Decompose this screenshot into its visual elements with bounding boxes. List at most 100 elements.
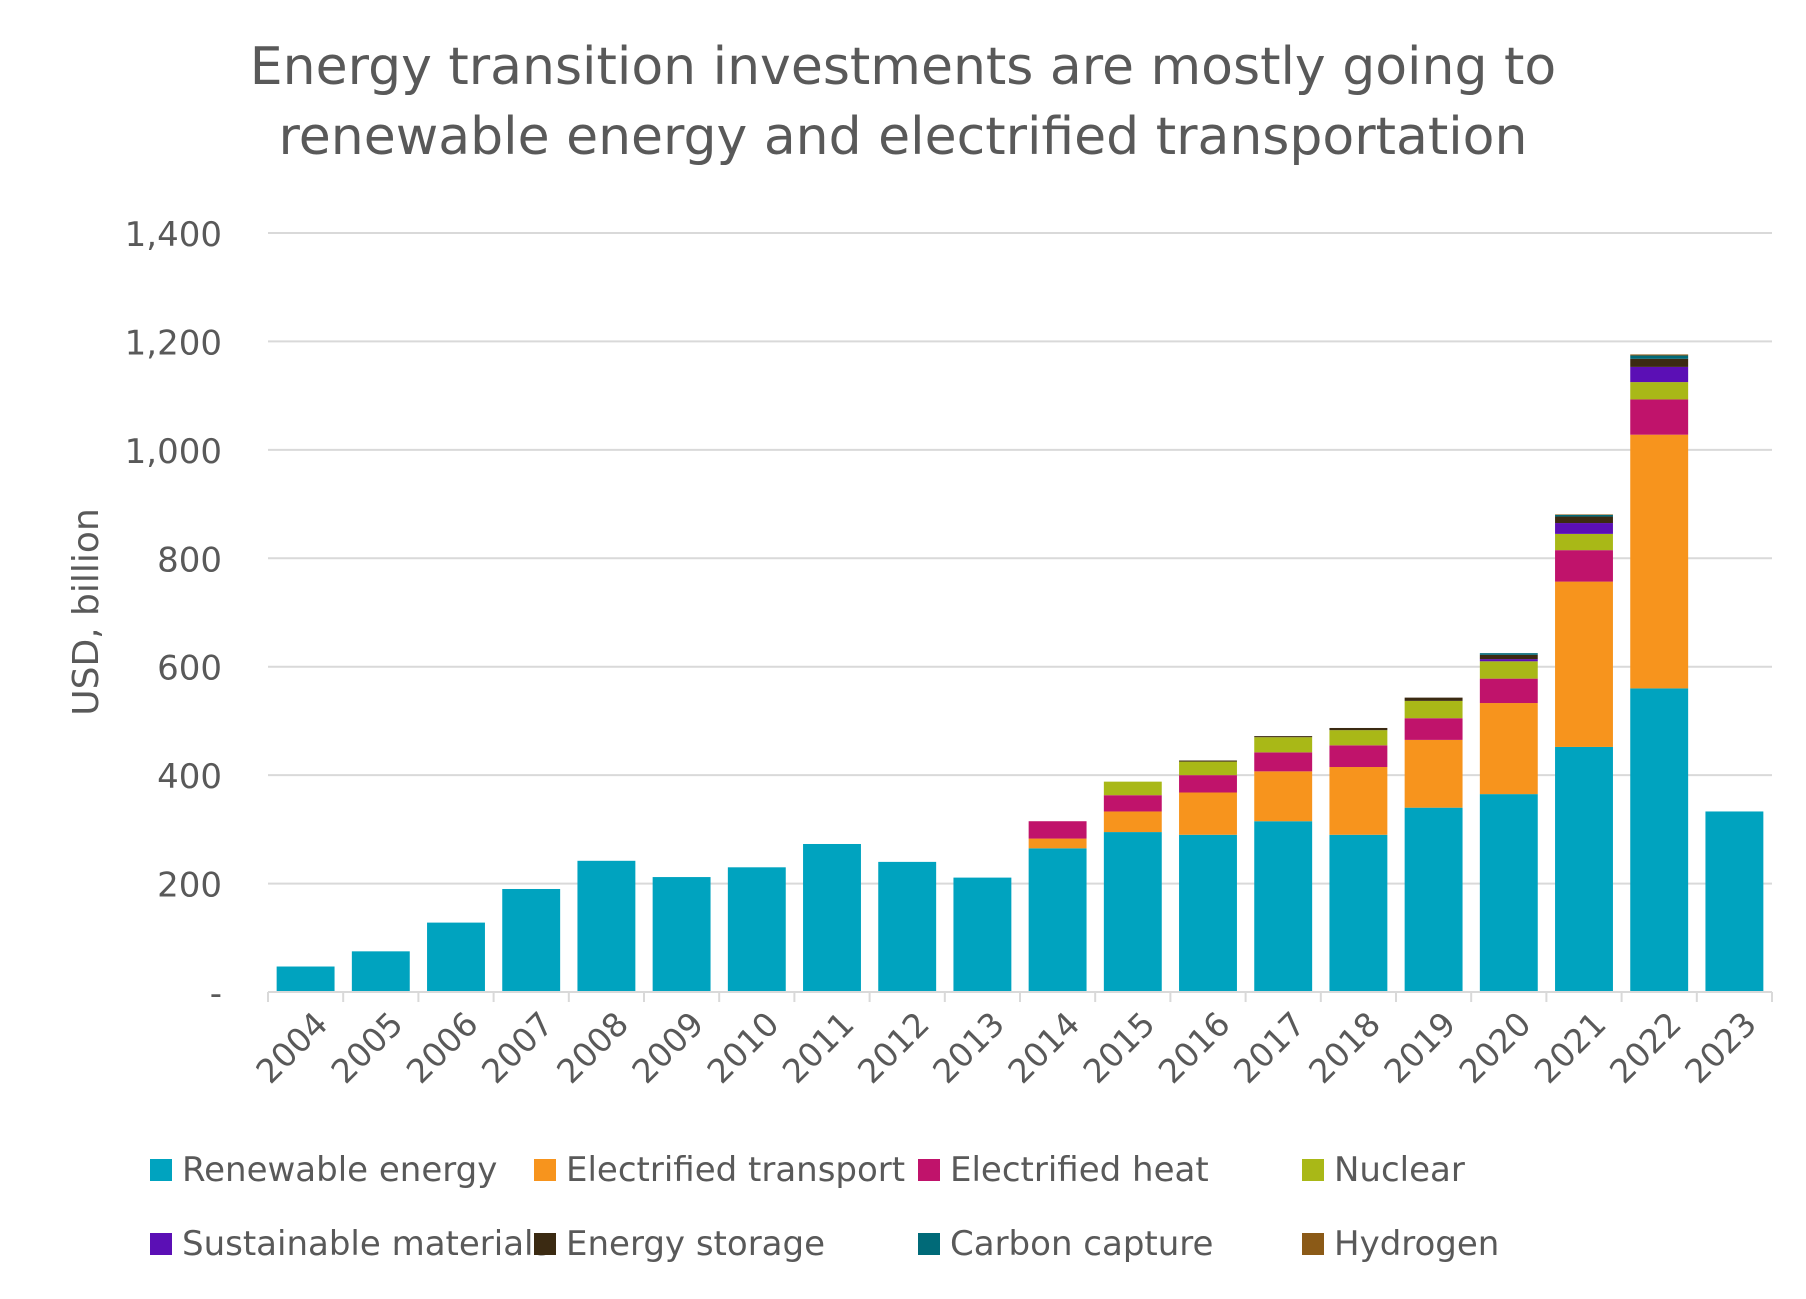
y-tick-label: 1,000 xyxy=(125,432,222,472)
x-tick-label: 2007 xyxy=(474,1004,561,1091)
bar-segment xyxy=(351,951,410,992)
bar-segment xyxy=(1179,834,1237,992)
bar-segment xyxy=(1555,746,1613,992)
y-tick-label: 800 xyxy=(157,540,222,580)
bar-segment xyxy=(1103,832,1162,992)
x-tick-label: 2011 xyxy=(775,1004,862,1091)
x-tick-label: 2010 xyxy=(699,1004,786,1091)
legend-label: Nuclear xyxy=(1334,1150,1465,1190)
x-tick-label: 2019 xyxy=(1376,1004,1463,1091)
bar-segment xyxy=(1479,794,1538,992)
legend-label: Carbon capture xyxy=(950,1224,1214,1264)
bar-segment xyxy=(1028,838,1087,849)
bar-segment xyxy=(1254,771,1313,822)
bar-segment xyxy=(1479,678,1538,704)
bar-segment xyxy=(1630,358,1689,367)
bars xyxy=(276,354,1764,992)
bar-segment xyxy=(1404,739,1463,808)
x-tick-label: 2021 xyxy=(1527,1004,1614,1091)
legend-swatch xyxy=(534,1233,556,1255)
legend-label: Hydrogen xyxy=(1334,1224,1500,1264)
bar-segment xyxy=(1555,533,1613,551)
legend-label: Electrified heat xyxy=(950,1150,1209,1190)
bar-segment xyxy=(1179,792,1237,835)
bar-segment xyxy=(1479,703,1538,795)
bar-segment xyxy=(1179,761,1237,776)
legend-item: Nuclear xyxy=(1302,1150,1465,1190)
bar-segment xyxy=(652,877,711,992)
legend-item: Renewable energy xyxy=(150,1150,497,1190)
bar-segment xyxy=(1630,354,1689,356)
bar-segment xyxy=(1630,366,1689,383)
legend-item: Hydrogen xyxy=(1302,1224,1499,1264)
legend-item: Electrified heat xyxy=(918,1150,1209,1190)
y-axis-label: USD, billion xyxy=(66,508,107,716)
bar-segment xyxy=(1254,752,1313,772)
bar-segment xyxy=(1630,399,1689,435)
legend-swatch xyxy=(1302,1159,1324,1181)
bar-segment xyxy=(727,867,786,992)
legend-swatch xyxy=(1302,1233,1324,1255)
bar-segment xyxy=(1179,760,1237,762)
legend-item: Sustainable materials xyxy=(150,1224,551,1264)
bar-segment xyxy=(1479,653,1538,655)
bar-segment xyxy=(1103,811,1162,833)
bar-segment xyxy=(1329,727,1388,731)
bar-segment xyxy=(1555,514,1613,517)
x-tick-label: 2017 xyxy=(1226,1004,1313,1091)
y-tick-label: 400 xyxy=(157,757,222,797)
bar-segment xyxy=(1103,795,1162,812)
y-tick-label: - xyxy=(210,974,222,1014)
x-tick-label: 2020 xyxy=(1451,1004,1538,1091)
y-tick-label: 600 xyxy=(157,649,222,689)
bar-segment xyxy=(1329,730,1388,746)
bar-segment xyxy=(1479,659,1538,662)
x-tick-labels: 2004200520062007200820092010201120122013… xyxy=(248,1004,1764,1091)
legend-label: Sustainable materials xyxy=(182,1224,552,1264)
bar-segment xyxy=(1254,736,1313,738)
x-tick-label: 2005 xyxy=(323,1004,410,1091)
bar-segment xyxy=(1555,581,1613,747)
bar-segment xyxy=(1630,688,1689,992)
bar-segment xyxy=(1479,654,1538,660)
bar-segment xyxy=(1555,516,1613,524)
bar-segment xyxy=(953,877,1012,992)
bar-segment xyxy=(1028,848,1087,992)
bar-segment xyxy=(1404,807,1463,992)
y-tick-label: 200 xyxy=(157,866,222,906)
bar-segment xyxy=(1329,834,1388,992)
chart-title-line-1: Energy transition investments are mostly… xyxy=(249,37,1557,97)
bar-segment xyxy=(803,843,861,992)
x-tick-label: 2023 xyxy=(1677,1004,1764,1091)
bar-segment xyxy=(1404,697,1463,701)
gridlines xyxy=(268,232,1772,885)
x-tick-label: 2008 xyxy=(549,1004,636,1091)
bar-segment xyxy=(1555,514,1613,515)
legend-swatch xyxy=(150,1159,172,1181)
bar-segment xyxy=(1479,661,1538,679)
legend-swatch xyxy=(918,1159,940,1181)
chart-title: Energy transition investments are mostly… xyxy=(0,32,1806,172)
x-tick-label: 2016 xyxy=(1151,1004,1238,1091)
legend-label: Energy storage xyxy=(566,1224,826,1264)
bar-segment xyxy=(1555,550,1613,582)
legend-item: Carbon capture xyxy=(918,1224,1213,1264)
legend-item: Energy storage xyxy=(534,1224,825,1264)
bar-segment xyxy=(878,861,937,992)
y-tick-label: 1,200 xyxy=(125,323,222,363)
bar-segment xyxy=(1103,781,1162,796)
x-tick-label: 2012 xyxy=(850,1004,937,1091)
legend-label: Electrified transport xyxy=(566,1150,906,1190)
x-tick-label: 2014 xyxy=(1000,1004,1087,1091)
legend-swatch xyxy=(918,1233,940,1255)
x-tick-label: 2006 xyxy=(399,1004,486,1091)
bar-segment xyxy=(1404,718,1463,740)
legend-label: Renewable energy xyxy=(182,1150,498,1190)
bar-segment xyxy=(1179,775,1237,793)
x-tick-label: 2009 xyxy=(624,1004,711,1091)
bar-segment xyxy=(1254,821,1313,992)
axes xyxy=(267,991,1773,1002)
bar-segment xyxy=(1028,821,1087,839)
bar-segment xyxy=(1705,811,1764,992)
bar-segment xyxy=(1555,523,1613,534)
